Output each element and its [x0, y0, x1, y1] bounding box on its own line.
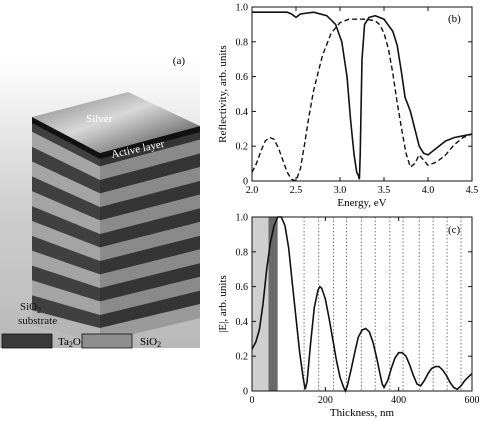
panel-b-label: (b)	[448, 13, 461, 25]
y-tick-label: 0.4	[236, 317, 249, 328]
layer-stripe-side	[100, 194, 200, 234]
layer-stripe-front	[32, 131, 100, 180]
panel-c-solid-series	[251, 216, 473, 394]
substrate-label-line1: SiO2	[20, 301, 41, 315]
y-tick-label: 0.6	[236, 72, 249, 83]
panel-c-frame	[251, 216, 473, 392]
layer-stripe-front	[32, 221, 100, 261]
y-tick-label: 0.6	[236, 282, 249, 293]
x-tick-label: 4.0	[422, 185, 435, 196]
panel-b-ticks: 2.0 2.5 3.0 3.5 4.0 4.5 0 0.2 0.4 0.6 0.8 1.0	[236, 3, 479, 197]
layer-stripe-side	[100, 208, 200, 248]
x-tick-label: 3.5	[378, 185, 391, 196]
layer-stripe-front	[32, 250, 100, 288]
x-tick-label: 0	[250, 395, 255, 406]
substrate-label-line2: substrate	[18, 315, 57, 327]
y-tick-label: 0.4	[236, 107, 249, 118]
layer-stripe-side	[100, 263, 200, 302]
x-tick-label: 200	[318, 395, 333, 406]
layer-stripe-front	[32, 206, 100, 248]
panel-a: (a) Silver Active layer SiO2 substrate T…	[0, 55, 200, 349]
x-tick-label: 2.5	[290, 185, 303, 196]
multilayer-side-face	[100, 126, 200, 342]
panel-b-reflectivity-chart: 2.0 2.5 3.0 3.5 4.0 4.5 0 0.2 0.4 0.6 0.8 1.0 (b) E…	[217, 3, 478, 210]
layer-stripe-front	[32, 176, 100, 221]
layer-stripe-side	[100, 276, 200, 315]
x-tick-label: 3.0	[334, 185, 347, 196]
panel-b-ylabel: Reflectivity, arb. units	[217, 45, 229, 143]
layer-stripe-side	[100, 167, 200, 207]
layer-stripe-front	[32, 146, 100, 194]
panel-b-frame	[251, 6, 473, 182]
panel-a-label: (a)	[173, 55, 186, 67]
multilayer-front-face	[32, 117, 100, 342]
sio2-swatch	[81, 333, 133, 349]
layer-stripe-side	[100, 222, 200, 261]
silver-label: Silver	[86, 113, 113, 125]
y-tick-label: 0.2	[236, 142, 249, 153]
y-tick-label: 1.0	[236, 213, 249, 224]
panel-c-dark-region	[268, 217, 278, 391]
x-tick-label: 2.0	[246, 185, 259, 196]
panel-c-light-region	[252, 217, 269, 391]
layer-stripe-front	[32, 295, 100, 329]
layer-stripe-side	[100, 249, 200, 288]
panel-c-field-chart: 0 200 400 600 0 0.2 0.4 0.6 0.8 1.0 (c) Thickness…	[217, 213, 480, 420]
layer-stripe-side	[100, 153, 200, 194]
panel-c-label: (c)	[448, 224, 461, 236]
panel-c-dotted-lines	[303, 217, 462, 391]
layer-stripe-side	[100, 180, 200, 221]
y-tick-label: 0	[243, 387, 248, 398]
ta2o5-swatch	[1, 333, 53, 349]
y-tick-label: 0	[243, 177, 248, 188]
layer-stripe-front	[32, 235, 100, 275]
panel-b-xlabel: Energy, eV	[337, 197, 386, 209]
layer-stripe-front	[32, 161, 100, 207]
substrate-side	[100, 304, 200, 342]
layer-stripe-front	[32, 265, 100, 302]
y-tick-label: 0.8	[236, 37, 249, 48]
x-tick-label: 600	[465, 395, 480, 406]
panel-c-xlabel: Thickness, nm	[330, 407, 395, 419]
layer-stripe-front	[32, 280, 100, 315]
y-tick-label: 0.8	[236, 247, 249, 258]
panel-b-solid-series	[252, 11, 473, 180]
panel-c-ylabel: |E|, arb. units	[217, 275, 229, 333]
layer-stripe-front	[32, 191, 100, 234]
y-tick-label: 1.0	[236, 3, 249, 14]
x-tick-label: 400	[391, 395, 406, 406]
y-tick-label: 0.2	[236, 352, 249, 363]
x-tick-label: 4.5	[466, 185, 479, 196]
panel-b-dashed-series	[251, 18, 473, 182]
silver-top-face	[32, 92, 200, 153]
layer-stripe-side	[100, 235, 200, 275]
sio2-legend-label: SiO2	[140, 336, 161, 349]
layer-stripe-side	[100, 139, 200, 180]
panel-c-ticks: 0 200 400 600 0 0.2 0.4 0.6 0.8 1.0	[236, 213, 480, 407]
active-layer-front	[32, 117, 100, 159]
layer-stripe-side	[100, 290, 200, 329]
active-layer-side	[100, 126, 200, 159]
